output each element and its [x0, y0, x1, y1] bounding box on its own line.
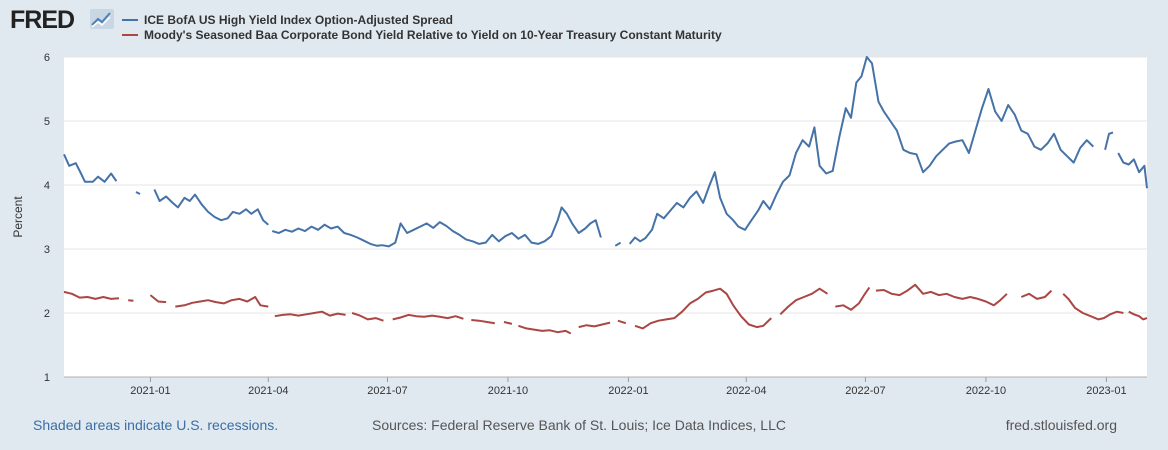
- series-line-1: [1062, 293, 1124, 321]
- plot-background: [64, 57, 1147, 377]
- x-tick-label: 2022-07: [845, 385, 885, 397]
- chart-legend: ICE BofA US High Yield Index Option-Adju…: [122, 12, 722, 42]
- line-graph-icon: [90, 9, 114, 29]
- y-tick-label: 1: [44, 372, 50, 384]
- series-lines: [63, 56, 1148, 335]
- x-tick-label: 2021-01: [130, 385, 170, 397]
- series-line-0: [1104, 131, 1114, 151]
- series-line-1: [175, 296, 269, 308]
- legend-swatch-hy-spread: [122, 18, 138, 21]
- legend-item-hy-spread[interactable]: ICE BofA US High Yield Index Option-Adju…: [122, 12, 722, 27]
- series-line-0: [271, 206, 602, 248]
- legend-swatch-baa-spread: [122, 33, 138, 36]
- series-line-1: [149, 294, 167, 304]
- series-line-1: [1020, 289, 1053, 300]
- sources-text: Sources: Federal Reserve Bank of St. Lou…: [372, 417, 786, 433]
- series-line-1: [351, 312, 384, 322]
- series-line-1: [835, 286, 871, 311]
- legend-item-baa-spread[interactable]: Moody's Seasoned Baa Corporate Bond Yiel…: [122, 27, 722, 42]
- series-line-0: [614, 241, 622, 247]
- series-line-0: [628, 56, 1095, 245]
- series-line-1: [634, 287, 772, 330]
- series-line-1: [274, 310, 346, 318]
- x-tick-label: 2021-07: [367, 385, 407, 397]
- y-axis-title: Percent: [11, 196, 25, 238]
- y-tick-label: 4: [44, 180, 50, 192]
- series-line-0: [153, 189, 269, 226]
- x-tick-label: 2023-01: [1086, 385, 1126, 397]
- series-line-1: [1128, 310, 1148, 321]
- series-line-1: [471, 319, 495, 325]
- series-line-1: [128, 299, 134, 302]
- axes: 1 2 3 4 5 6 2021-01 2021-04 2021-07 2021-10 2022-0…: [44, 52, 1147, 397]
- series-line-1: [63, 290, 120, 300]
- recession-note[interactable]: Shaded areas indicate U.S. recessions.: [33, 417, 279, 433]
- series-line-1: [875, 283, 1008, 307]
- legend-label-baa-spread: Moody's Seasoned Baa Corporate Bond Yiel…: [144, 27, 722, 42]
- legend-label-hy-spread: ICE BofA US High Yield Index Option-Adju…: [144, 12, 453, 27]
- series-line-1: [578, 321, 611, 329]
- y-tick-label: 2: [44, 308, 50, 320]
- x-tick-label: 2021-04: [248, 385, 288, 397]
- series-line-0: [1117, 152, 1148, 189]
- chart-area[interactable]: 1 2 3 4 5 6 2021-01 2021-04 2021-07 2021-10 2022-0…: [0, 0, 1168, 410]
- x-tick-label: 2022-04: [726, 385, 766, 397]
- x-tick-label: 2022-01: [608, 385, 648, 397]
- series-line-1: [392, 313, 464, 321]
- series-line-1: [518, 324, 572, 335]
- grid-lines: [64, 56, 1147, 314]
- x-tick-label: 2021-10: [488, 385, 528, 397]
- y-tick-label: 6: [44, 52, 50, 64]
- fred-logo[interactable]: FRED: [10, 6, 75, 34]
- series-line-1: [503, 321, 513, 325]
- series-line-1: [617, 319, 627, 325]
- series-line-1: [779, 287, 829, 316]
- chart-header: FRED ICE BofA US High Yield Index Option…: [0, 0, 1168, 50]
- y-tick-label: 5: [44, 116, 50, 128]
- series-line-0: [135, 191, 141, 195]
- fred-url[interactable]: fred.stlouisfed.org: [1005, 417, 1117, 433]
- y-tick-label: 3: [44, 244, 50, 256]
- series-line-0: [63, 153, 118, 183]
- x-tick-label: 2022-10: [966, 385, 1006, 397]
